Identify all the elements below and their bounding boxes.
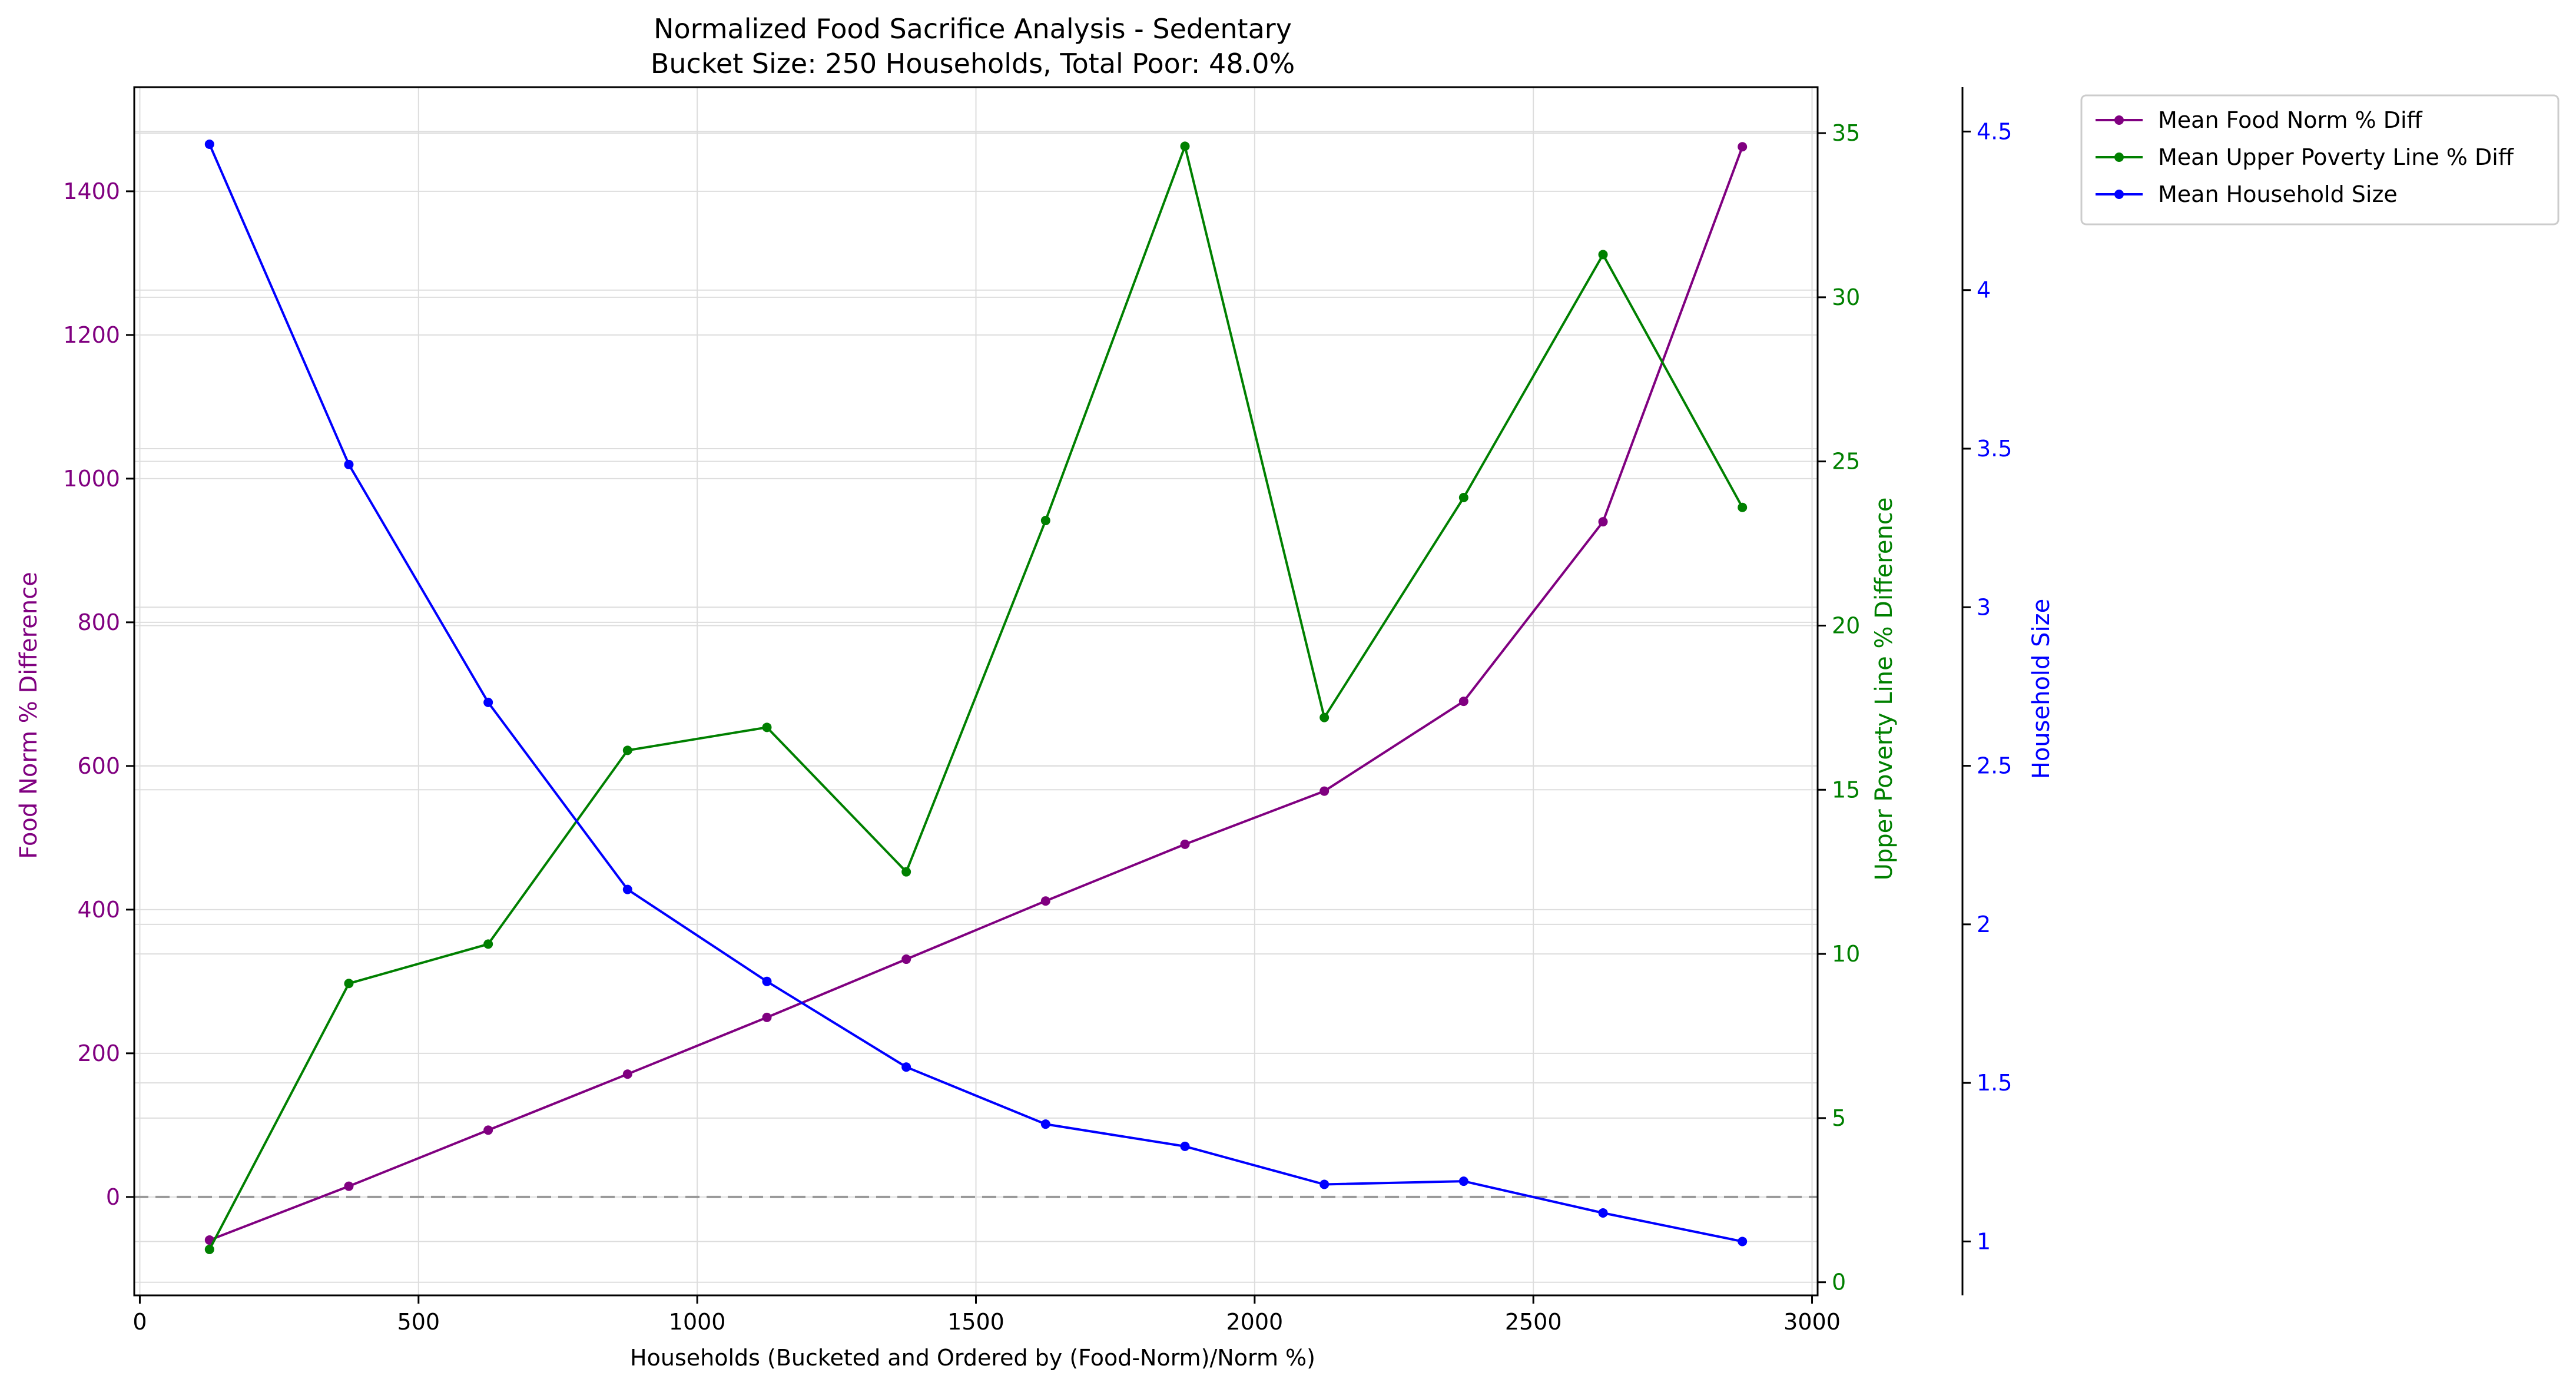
y-right1-tick-label: 10 (1832, 941, 1860, 967)
y-right1-tick-label: 20 (1832, 612, 1860, 638)
series-2-point (622, 745, 632, 755)
series-2-point (1458, 493, 1468, 503)
y-right2-tick-label: 4.5 (1977, 118, 2012, 144)
x-tick-label: 500 (397, 1309, 440, 1335)
y-left-tick-label: 1200 (63, 322, 120, 348)
series-1-point (901, 954, 911, 964)
y-right2-tick-label: 2 (1977, 911, 1991, 937)
series-1-point (762, 1012, 772, 1022)
y-right1-tick-label: 25 (1832, 449, 1860, 475)
y-right1-tick-label: 5 (1832, 1105, 1846, 1131)
y-left-tick-label: 800 (77, 609, 120, 635)
x-tick-label: 0 (132, 1309, 147, 1335)
y-left-tick-label: 600 (77, 753, 120, 779)
y-left-tick-label: 0 (106, 1184, 120, 1210)
legend-marker-1 (2114, 115, 2124, 125)
legend-marker-3 (2114, 190, 2124, 199)
series-2-point (483, 939, 493, 949)
series-1-point (483, 1125, 493, 1135)
series-3-point (1738, 1236, 1748, 1247)
series-2-point (1040, 516, 1050, 526)
legend-label-3: Mean Household Size (2158, 181, 2398, 207)
series-3-point (1040, 1119, 1050, 1129)
series-1-point (1040, 896, 1050, 906)
series-3-point (1180, 1141, 1190, 1151)
y-right2-tick-label: 2.5 (1977, 753, 2012, 779)
series-1-point (1598, 517, 1608, 527)
y-right2-tick-label: 1 (1977, 1228, 1991, 1254)
series-1-point (1320, 786, 1330, 796)
series-2-point (762, 722, 772, 732)
y-right2-tick-label: 3.5 (1977, 436, 2012, 462)
series-3-point (1320, 1179, 1330, 1189)
series-3-point (344, 459, 354, 469)
y-right1-tick-label: 0 (1832, 1269, 1846, 1295)
legend-box (2080, 94, 2560, 226)
series-1-point (1180, 839, 1190, 849)
y-right2-tick-label: 3 (1977, 594, 1991, 620)
series-2-point (204, 1244, 214, 1254)
series-line-1 (209, 146, 1744, 1241)
series-line-3 (208, 144, 1743, 1243)
series-3-point (901, 1062, 911, 1072)
legend-label-2: Mean Upper Poverty Line % Diff (2158, 144, 2514, 170)
series-2-point (1738, 502, 1748, 512)
y-right2-tick-label: 4 (1977, 277, 1991, 303)
series-2-point (344, 979, 354, 989)
series-1-point (1458, 697, 1468, 707)
series-3-point (622, 884, 632, 894)
legend-marker-2 (2114, 153, 2124, 162)
chart-title: Normalized Food Sacrifice Analysis - Sed… (654, 13, 1292, 45)
y-left-tick-label: 1000 (63, 466, 120, 492)
x-tick-label: 3000 (1783, 1309, 1841, 1335)
series-2-point (1180, 141, 1190, 151)
y-left-tick-label: 1400 (63, 178, 120, 204)
series-1-point (622, 1069, 632, 1079)
series-1-point (344, 1181, 354, 1191)
axes: 0 500 1000 1500 2000 2500 30000200400600800100… (63, 86, 2012, 1335)
x-tick-label: 2500 (1505, 1309, 1562, 1335)
y-right1-tick-label: 35 (1832, 120, 1860, 146)
series-1-point (1738, 142, 1748, 152)
y-right2-tick-label: 1.5 (1977, 1070, 2012, 1096)
series-2-point (1320, 712, 1330, 722)
chart-subtitle: Bucket Size: 250 Households, Total Poor:… (651, 48, 1295, 79)
legend: Mean Food Norm % Diff Mean Upper Poverty … (2080, 94, 2560, 226)
y-left-tick-label: 400 (77, 897, 120, 923)
x-tick-label: 1000 (669, 1309, 726, 1335)
series-2-point (901, 867, 911, 877)
series-3-point (204, 139, 214, 149)
y-left-tick-label: 200 (77, 1040, 120, 1066)
x-tick-label: 2000 (1226, 1309, 1283, 1335)
y-right1-tick-label: 15 (1832, 777, 1860, 803)
legend-label-1: Mean Food Norm % Diff (2158, 107, 2423, 133)
series-3-point (1598, 1208, 1608, 1218)
series-layer (204, 139, 1748, 1254)
series-3-point (1458, 1176, 1468, 1186)
y-axis-label-left: Food Norm % Difference (15, 572, 42, 858)
series-3-point (483, 697, 493, 707)
x-tick-label: 1500 (947, 1309, 1004, 1335)
series-2-point (1598, 250, 1608, 260)
grid (134, 87, 1818, 1295)
series-line-2 (208, 145, 1743, 1250)
y-right1-tick-label: 30 (1832, 284, 1860, 310)
y-axis-label-right2: Household Size (2028, 599, 2055, 780)
x-axis-label: Households (Bucketed and Ordered by (Foo… (630, 1345, 1315, 1371)
series-3-point (762, 976, 772, 986)
y-axis-label-right1: Upper Poverty Line % Difference (1871, 498, 1898, 881)
